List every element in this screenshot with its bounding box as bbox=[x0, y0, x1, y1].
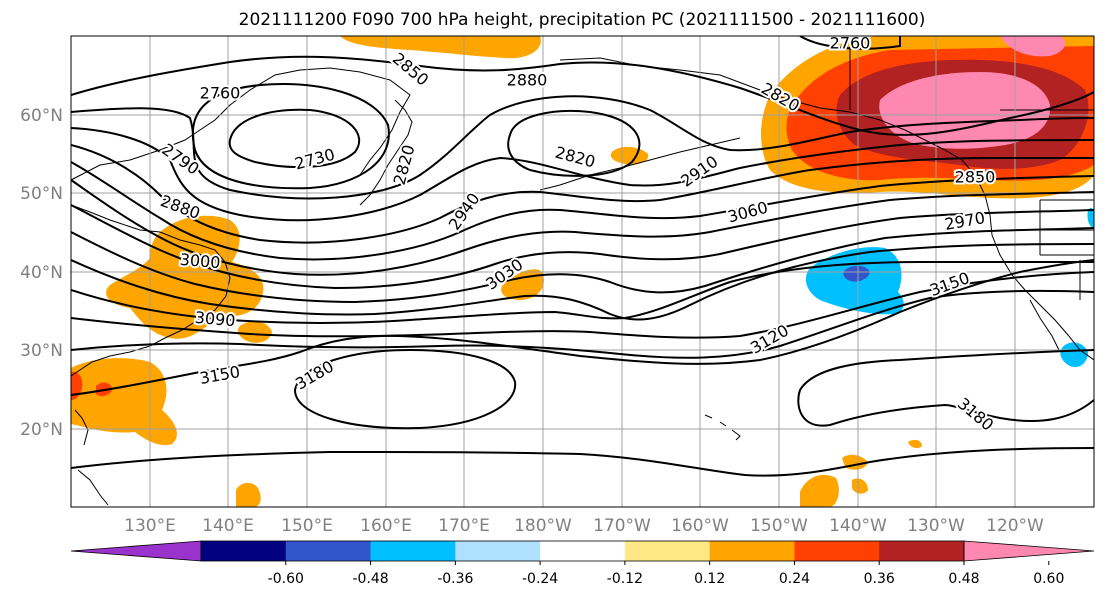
colorbar-tick-label: -0.48 bbox=[352, 571, 388, 587]
map-frame bbox=[70, 35, 1095, 508]
colorbar: -0.60 -0.48 -0.36 -0.24 -0.12 0.12 0.24 0.36 0.4… bbox=[70, 540, 1095, 587]
lat-label-40n: 40°N bbox=[20, 263, 63, 283]
height-contours bbox=[71, 36, 1094, 477]
contour-label: 2850 bbox=[955, 168, 996, 187]
precip-area-negative-east bbox=[1087, 207, 1094, 228]
contour-2820-mid bbox=[507, 109, 641, 177]
precip-area-tropics-w bbox=[236, 482, 261, 507]
colorbar-box bbox=[624, 541, 711, 561]
contour-label: 2880 bbox=[507, 71, 548, 90]
colorbar-box bbox=[794, 541, 880, 561]
precip-area-hawaii bbox=[800, 474, 839, 507]
colorbar-box bbox=[285, 541, 372, 561]
contour-3150 bbox=[71, 259, 1094, 396]
colorbar-tick-label: 0.36 bbox=[864, 571, 895, 587]
colorbar-tick-label: 0.12 bbox=[694, 571, 725, 587]
colorbar-box bbox=[709, 541, 795, 561]
precip-area-kuril bbox=[501, 269, 544, 300]
lon-label-170w: 170°W bbox=[593, 516, 651, 536]
coast-philippines bbox=[74, 409, 109, 506]
lon-label-130w: 130°W bbox=[907, 516, 965, 536]
lon-label-140w: 140°W bbox=[829, 516, 887, 536]
contour-row-10 bbox=[71, 260, 1094, 324]
precip-area-bering bbox=[340, 36, 541, 59]
colorbar-box bbox=[370, 541, 456, 561]
lon-label-130e: 130°E bbox=[124, 516, 176, 536]
precip-area-hawaii-4 bbox=[908, 439, 922, 449]
contour-2760-west bbox=[191, 83, 390, 190]
contour-row-4 bbox=[71, 144, 1094, 244]
colorbar-tick-label: -0.60 bbox=[268, 571, 304, 587]
longitude-labels: 130°E 140°E 150°E 160°E 170°E 180°W 170°… bbox=[124, 516, 1044, 536]
lon-label-150e: 150°E bbox=[281, 516, 333, 536]
precip-area-japan-2 bbox=[237, 321, 272, 343]
contour-row-8 bbox=[71, 227, 1094, 304]
colorbar-box bbox=[201, 541, 287, 561]
lon-label-150w: 150°W bbox=[750, 516, 808, 536]
lat-label-50n: 50°N bbox=[20, 184, 63, 204]
figure-title: 2021111200 F090 700 hPa height, precipit… bbox=[239, 10, 926, 30]
coast-alaska bbox=[559, 57, 1094, 361]
lat-label-60n: 60°N bbox=[20, 106, 63, 126]
lon-label-180w: 180°W bbox=[514, 516, 572, 536]
colorbar-tick-label: 0.24 bbox=[779, 571, 810, 587]
colorbar-tick-label: 0.60 bbox=[1033, 571, 1064, 587]
colorbar-tick-label: 0.48 bbox=[948, 571, 979, 587]
colorbar-tick-label: -0.12 bbox=[607, 571, 643, 587]
contour-3180-east bbox=[797, 349, 1094, 427]
lon-label-120w: 120°W bbox=[986, 516, 1044, 536]
coast-hawaii bbox=[704, 414, 741, 441]
lon-label-160e: 160°E bbox=[360, 516, 412, 536]
colorbar-tick-label: -0.24 bbox=[522, 571, 558, 587]
lon-label-140e: 140°E bbox=[202, 516, 254, 536]
contour-3180-mid bbox=[293, 348, 517, 430]
lon-label-170e: 170°E bbox=[438, 516, 490, 536]
contour-row-5 bbox=[71, 161, 1094, 261]
contour-2730 bbox=[228, 108, 361, 169]
lat-label-30n: 30°N bbox=[20, 341, 63, 361]
precip-area-hawaii-3 bbox=[852, 478, 868, 494]
contour-row-3 bbox=[71, 127, 1094, 222]
precip-area-negative-mexico bbox=[1060, 342, 1088, 368]
coast-baja bbox=[1029, 299, 1061, 353]
contour-row-11 bbox=[71, 271, 1094, 339]
contour-row-6 bbox=[71, 179, 1094, 276]
colorbar-extend-high bbox=[963, 540, 1095, 562]
colorbar-box bbox=[879, 541, 965, 561]
contour-row-2 bbox=[71, 95, 1094, 200]
colorbar-box bbox=[540, 541, 626, 561]
precip-area-negative-pacific-core bbox=[843, 265, 870, 282]
precip-area-alaska-pink bbox=[879, 72, 1051, 149]
lat-label-20n: 20°N bbox=[20, 420, 63, 440]
lon-label-160w: 160°W bbox=[671, 516, 729, 536]
contour-3120 bbox=[71, 289, 1094, 359]
contour-label: 3090 bbox=[194, 308, 236, 330]
contour-row-7 bbox=[71, 204, 1094, 290]
latitude-labels: 60°N 50°N 40°N 30°N 20°N bbox=[20, 106, 63, 440]
colorbar-frame bbox=[200, 540, 965, 562]
contour-label: 3000 bbox=[179, 250, 221, 272]
contour-2760-ne bbox=[799, 36, 901, 50]
contour-row-9 bbox=[71, 243, 1094, 321]
contour-label: 2760 bbox=[200, 84, 241, 103]
contour-row-1 bbox=[71, 55, 1094, 136]
contour-south bbox=[71, 447, 1094, 477]
graticule bbox=[71, 36, 1094, 507]
precip-area-alaska-pink-2 bbox=[1000, 36, 1066, 57]
contour-label: 2760 bbox=[830, 34, 871, 53]
coast-aleutians bbox=[539, 137, 741, 191]
colorbar-extend-low bbox=[70, 540, 202, 562]
colorbar-tick-label: -0.36 bbox=[437, 571, 473, 587]
colorbar-box bbox=[455, 541, 541, 561]
coast-kamchatka bbox=[359, 99, 413, 206]
